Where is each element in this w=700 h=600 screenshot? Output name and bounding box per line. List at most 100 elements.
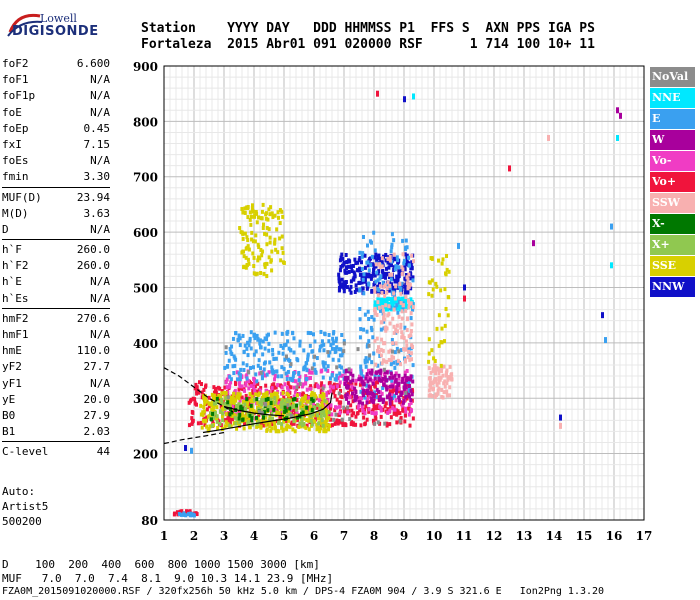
echo-point <box>248 338 252 343</box>
echo-point <box>295 385 299 390</box>
echo-point <box>356 398 360 403</box>
echo-point <box>440 326 444 331</box>
echo-point <box>232 371 236 376</box>
echo-point <box>616 107 619 114</box>
echo-point <box>385 423 389 428</box>
echo-point <box>255 379 259 384</box>
echo-point <box>256 381 260 386</box>
echo-point <box>383 370 387 375</box>
echo-point <box>239 404 243 409</box>
echo-point <box>399 281 403 286</box>
echo-point <box>383 372 387 377</box>
echo-point <box>187 423 191 428</box>
echo-point <box>262 398 266 403</box>
x-tick-label: 14 <box>546 529 563 543</box>
echo-point <box>238 398 242 403</box>
echo-point <box>203 400 207 405</box>
echo-point <box>361 234 365 239</box>
echo-point <box>223 365 227 370</box>
echo-point <box>249 346 253 351</box>
echo-point <box>343 268 347 273</box>
echo-point <box>246 412 250 417</box>
echo-point <box>311 398 315 403</box>
echo-point <box>380 337 384 342</box>
echo-point <box>292 350 296 355</box>
echo-point <box>202 396 206 401</box>
echo-point <box>249 365 253 370</box>
echo-point <box>440 387 444 392</box>
echo-point <box>376 297 380 302</box>
echo-point <box>339 365 343 370</box>
echo-point <box>391 316 395 321</box>
echo-point <box>404 295 408 300</box>
echo-point <box>224 345 228 350</box>
logo-line2: DIGISONDE <box>12 24 99 39</box>
echo-point <box>379 406 383 411</box>
echo-point <box>358 317 362 322</box>
echo-point <box>387 288 391 293</box>
echo-point <box>280 422 284 427</box>
echo-point <box>307 427 311 432</box>
echo-point <box>394 371 398 376</box>
legend-item-vo-: Vo+ <box>650 172 695 192</box>
echo-point <box>305 387 309 392</box>
echo-point <box>212 396 216 401</box>
echo-point <box>392 330 396 335</box>
echo-point <box>260 253 264 258</box>
echo-point <box>397 373 401 378</box>
param-key: hmF1 <box>2 328 29 341</box>
echo-point <box>242 367 246 372</box>
echo-point <box>406 282 410 287</box>
param-value: N/A <box>90 376 110 390</box>
echo-point <box>388 321 392 326</box>
echo-point <box>258 388 262 393</box>
echo-point <box>334 412 338 417</box>
echo-point <box>290 377 294 382</box>
echo-point <box>375 313 379 318</box>
echo-point <box>390 262 394 267</box>
echo-point <box>276 215 280 220</box>
echo-point <box>295 403 299 408</box>
echo-point <box>262 410 266 415</box>
echo-point <box>437 380 441 385</box>
echo-point <box>366 397 370 402</box>
echo-point <box>392 300 396 305</box>
echo-point <box>243 421 247 426</box>
echo-point <box>405 368 409 373</box>
echo-point <box>247 343 251 348</box>
echo-point <box>375 387 379 392</box>
echo-point <box>379 327 383 332</box>
echo-point <box>400 379 404 384</box>
param-value: N/A <box>90 222 110 236</box>
echo-point <box>308 343 312 348</box>
echo-point <box>388 395 392 400</box>
echo-point <box>247 386 251 391</box>
x-tick-label: 7 <box>340 529 348 543</box>
echo-point <box>336 376 340 381</box>
echo-point <box>392 387 396 392</box>
legend-item-x-: X+ <box>650 235 695 255</box>
echo-point <box>353 257 357 262</box>
echo-point <box>434 392 438 397</box>
echo-point <box>242 408 246 413</box>
echo-point <box>310 408 314 413</box>
echo-point <box>341 256 345 261</box>
echo-point <box>323 361 327 366</box>
echo-point <box>393 293 397 298</box>
echo-point <box>354 261 358 266</box>
echo-point <box>231 400 235 405</box>
echo-point <box>233 363 237 368</box>
echo-point <box>341 423 345 428</box>
echo-point <box>253 213 257 218</box>
echo-point <box>292 385 296 390</box>
echo-point <box>361 251 365 256</box>
echo-point <box>259 386 263 391</box>
param-row: yF2 27.7 <box>2 359 110 375</box>
echo-point <box>321 360 325 365</box>
echo-point <box>388 384 392 389</box>
echo-point <box>375 392 379 397</box>
echo-point <box>351 399 355 404</box>
echo-point <box>350 408 354 413</box>
echo-point <box>309 376 313 381</box>
echo-point <box>391 393 395 398</box>
